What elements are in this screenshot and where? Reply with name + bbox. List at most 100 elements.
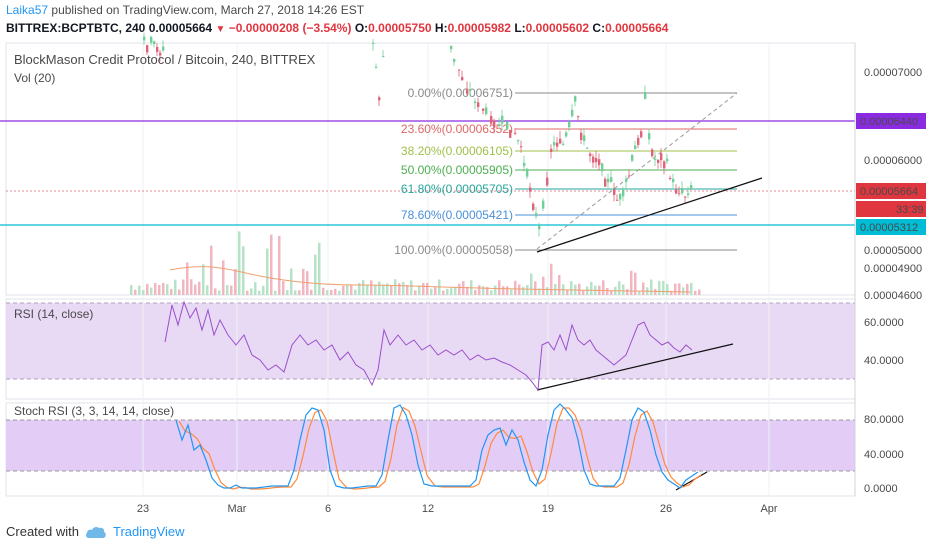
candle-body <box>640 131 643 138</box>
fib-trend-line[interactable] <box>536 92 738 250</box>
volume-bar <box>566 289 569 295</box>
volume-bar <box>678 283 681 295</box>
volume-bar <box>542 276 545 295</box>
volume-bar <box>642 282 645 295</box>
volume-bar <box>362 280 365 295</box>
volume-bar <box>382 284 385 295</box>
candle-body <box>651 149 654 157</box>
volume-bar <box>458 283 461 295</box>
time-tick-label: 6 <box>325 503 331 515</box>
candle-body <box>153 41 156 45</box>
time-axis[interactable]: 23 Mar 6 12 19 26 Apr <box>137 503 778 515</box>
candle-body <box>469 89 472 91</box>
price-tag-label: 0.00006440 <box>860 116 918 128</box>
volume-bar <box>478 285 481 295</box>
fib-level-label: 100.00%(0.00005058) <box>394 243 513 257</box>
high-value: 0.00005982 <box>447 21 511 35</box>
candle-body <box>501 115 504 124</box>
price-axis[interactable]: 0.00007000 0.00006000 0.00005000 0.00004900… <box>864 67 922 302</box>
volume-bar <box>266 248 269 295</box>
volume-bar <box>178 289 181 295</box>
candle-body <box>520 146 523 148</box>
rsi-band <box>6 303 855 379</box>
volume-bar <box>278 235 281 295</box>
volume-bar <box>530 273 533 295</box>
volume-bar <box>158 285 161 295</box>
rsi-axis-40: 40.0000 <box>864 355 904 367</box>
volume-bar <box>146 283 149 295</box>
candle-body <box>672 178 675 183</box>
volume-bar <box>202 264 205 295</box>
candle-body <box>657 159 660 163</box>
volume-bar <box>658 280 661 295</box>
volume-bar <box>638 290 641 295</box>
volume-bar <box>254 282 257 295</box>
candle-body <box>453 58 456 62</box>
volume-bar <box>334 288 337 295</box>
volume-bar <box>570 281 573 295</box>
volume-bar <box>290 268 293 295</box>
volume-bar <box>130 285 133 295</box>
volume-bar <box>682 287 685 295</box>
candle-body <box>535 213 538 217</box>
volume-bar <box>354 289 357 295</box>
candle-body <box>553 142 556 146</box>
candles <box>143 32 693 237</box>
fib-retracement[interactable]: 0.00%(0.00006751) 23.60%(0.00006352) 38.20… <box>394 86 737 257</box>
volume-bar <box>654 288 657 295</box>
price-tick-label: 0.00004600 <box>864 290 922 302</box>
volume-bar <box>222 260 225 295</box>
tradingview-brand[interactable]: TradingView <box>112 524 185 539</box>
author-link[interactable]: Laika57 <box>6 3 49 17</box>
candle-body <box>592 156 595 163</box>
volume-bar <box>482 286 485 295</box>
stoch-k-line <box>175 403 699 489</box>
volume-bar <box>426 282 429 295</box>
price-tag-label: 0.00005312 <box>860 222 918 234</box>
volume-bar <box>190 279 193 295</box>
candle-body <box>474 101 477 103</box>
volume-bar <box>154 283 157 295</box>
candle-body <box>143 36 146 41</box>
candle-body <box>550 148 553 153</box>
rsi-trendline[interactable] <box>536 343 734 391</box>
candle-body <box>532 203 535 211</box>
volume-bar <box>590 281 593 295</box>
candle-body <box>644 92 647 99</box>
candle-body <box>666 158 669 162</box>
volume-bar <box>294 290 297 295</box>
stoch-title: Stoch RSI (3, 3, 14, 14, close) <box>14 404 174 418</box>
volume-bar <box>390 285 393 295</box>
candle-body <box>619 193 622 200</box>
price-tick-label: 0.00004900 <box>864 263 922 275</box>
volume-bar <box>182 279 185 295</box>
volume-bar <box>274 290 277 295</box>
candle-body <box>637 137 640 145</box>
candle-body <box>565 132 568 137</box>
candle-body <box>526 168 529 177</box>
candle-body <box>514 132 517 134</box>
close-label: C: <box>592 21 606 35</box>
volume-bar <box>650 279 653 295</box>
volume-bar <box>358 283 361 295</box>
volume-bar <box>578 283 581 295</box>
price-trendline[interactable] <box>536 177 763 253</box>
volume-bar <box>418 285 421 295</box>
main-pane[interactable] <box>5 42 856 296</box>
volume-bar <box>602 280 605 295</box>
volume-bar <box>662 280 665 295</box>
candle-body <box>529 187 532 192</box>
symbol-label: BITTREX:BCPTBTC, 240 <box>6 21 146 35</box>
volume-bar <box>634 272 637 295</box>
volume-bar <box>246 290 249 295</box>
publish-info: Laika57 published on TradingView.com, Ma… <box>6 3 364 17</box>
candle-body <box>146 45 149 53</box>
stoch-axis-40: 40.0000 <box>864 449 904 461</box>
time-tick-label: 12 <box>422 503 434 515</box>
candle-body <box>669 177 672 180</box>
volume-bar <box>262 285 265 295</box>
price-tick-label: 0.00006000 <box>864 155 922 167</box>
volume-bar <box>518 284 521 295</box>
volume-bar <box>350 284 353 295</box>
